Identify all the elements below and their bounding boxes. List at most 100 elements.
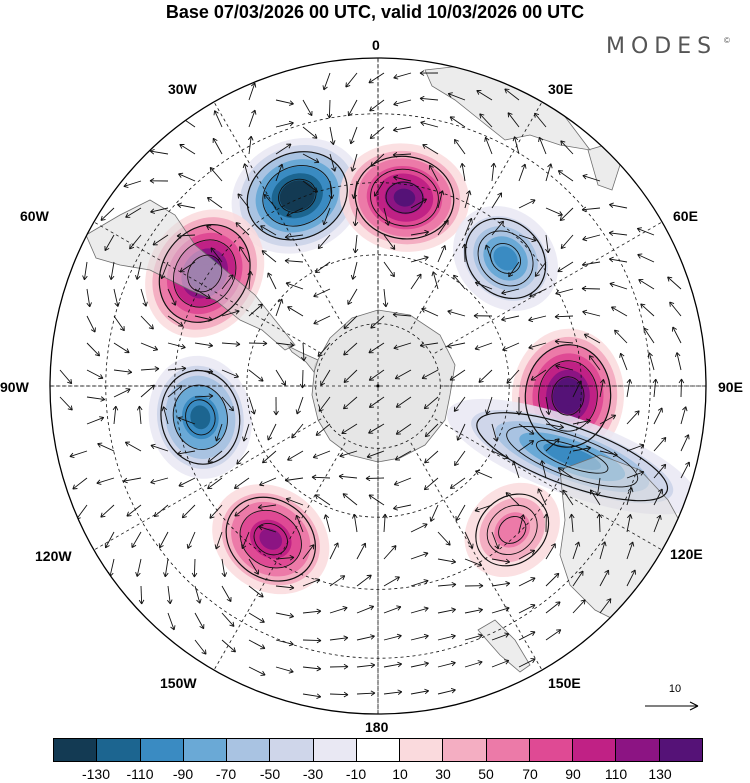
wind-arrow [626,514,633,533]
wind-arrow [356,690,376,697]
wind-arrow [410,523,428,533]
wind-arrow [545,629,562,641]
wind-arrow [247,135,254,155]
wind-arrow [275,120,294,128]
wind-arrow [393,126,412,133]
wind-arrow [248,303,263,317]
wind-arrow [572,418,591,425]
wind-arrow [410,198,428,209]
wind-arrow [248,585,264,598]
wind-arrow [72,477,88,490]
lon-label-150w: 150W [160,675,197,691]
wind-arrow [464,217,473,236]
colorbar-box [572,739,616,761]
wind-arrow [248,109,257,128]
wind-arrow [86,315,96,333]
wind-arrow [248,612,265,623]
wind-arrow [491,423,499,442]
wind-arrow [410,661,429,668]
wind-arrow [423,396,439,410]
wind-arrow [329,691,349,698]
wind-arrow [464,531,474,549]
wind-arrow [653,463,667,479]
meridian [434,418,663,551]
wind-arrow [167,585,173,605]
wind-arrow [475,469,493,479]
wind-arrow [395,396,412,408]
wind-arrow [431,271,439,290]
wind-arrow [177,416,196,425]
wind-arrow [275,298,284,317]
colorbar-tick-label: 30 [435,766,451,782]
height-contour [239,509,302,569]
wind-arrow [626,569,636,587]
wind-arrow [545,572,560,587]
colorbar-box [269,739,313,761]
wind-arrow [680,406,688,425]
wind-arrow [449,116,466,128]
wind-arrow [167,385,183,398]
wind-arrow [368,72,385,84]
wind-arrow [534,112,547,128]
colorbar-box [528,739,573,761]
wind-arrow [273,396,279,416]
wind-arrow [447,92,466,101]
wind-arrow [329,663,349,670]
wind-arrow [382,288,389,308]
wind-arrow [518,577,536,587]
wind-arrow [163,558,169,578]
wind-arrow [356,542,367,560]
wind-arrow [611,306,628,317]
wind-arrow [150,443,169,452]
wind-arrow [275,612,294,619]
wind-arrow [518,631,536,641]
height-contour [185,399,216,436]
wind-arrow [383,576,400,587]
wind-arrow [248,82,257,101]
wind-arrow [236,450,250,465]
wind-arrow [343,342,358,356]
wind-arrow [302,544,315,560]
wind-arrow [140,342,159,351]
wind-arrow [518,440,535,452]
wind-arrow [596,513,603,533]
wind-arrow [424,423,439,438]
wind-arrow [125,207,142,218]
wind-arrow [291,423,304,439]
wind-arrow [259,477,277,487]
wind-arrow [370,153,385,167]
wind-arrow [124,441,142,452]
wind-arrow [248,558,259,575]
colorbar-tick-label: -70 [215,766,237,782]
anomaly-level [190,405,211,430]
wind-arrow [537,488,547,506]
wind-arrow [113,315,125,332]
wind-arrow [437,607,456,614]
wind-arrow [518,549,536,560]
wind-arrow [178,477,196,487]
wind-arrow [234,504,250,517]
wind-arrow [221,274,234,290]
wind-arrow [479,113,493,128]
wind-arrow [356,574,372,587]
wind-arrow [383,261,395,278]
wind-arrow [312,450,331,459]
wind-arrow [158,531,169,549]
wind-arrow [352,513,358,533]
wind-arrow [421,369,439,380]
wind-arrow [545,234,551,254]
wind-arrow [210,247,223,263]
height-contour [538,360,598,432]
wind-arrow [213,110,223,128]
colorbar-tick-label: 130 [648,766,672,782]
wind-arrow [608,256,628,263]
wind-arrow [599,541,607,560]
wind-arrow [275,666,294,674]
colorbar-box [442,739,486,761]
wind-arrow [153,504,169,518]
wind-arrow [339,450,358,458]
wind-arrow [626,541,635,560]
wind-arrow [161,406,169,425]
wind-arrow [529,288,547,298]
